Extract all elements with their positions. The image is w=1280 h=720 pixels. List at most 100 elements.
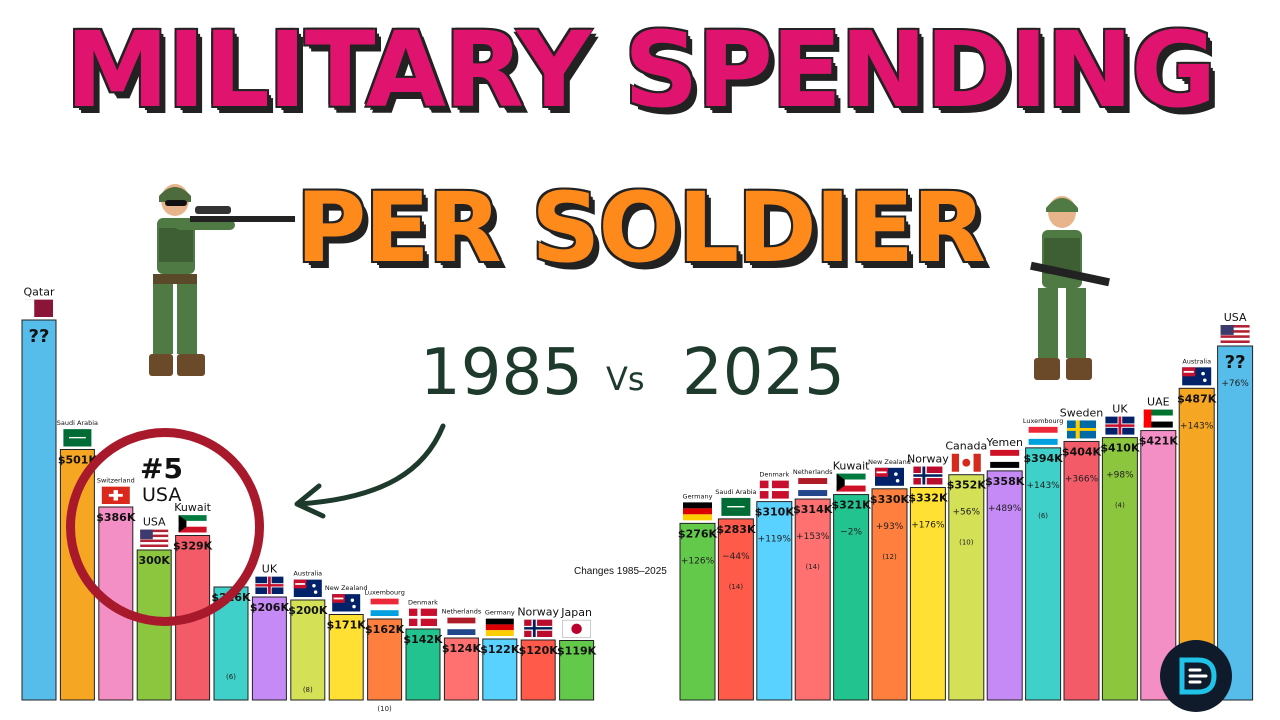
bar-1985-denmark-10	[405, 628, 441, 701]
rank-label: (4)	[1115, 502, 1125, 510]
bar-2025-uae-12	[1140, 430, 1177, 701]
rank-label: (6)	[1038, 512, 1048, 520]
rank-label: (14)	[806, 563, 821, 571]
value-label-1985: $206K	[250, 601, 290, 614]
norway-flag-icon	[913, 466, 943, 485]
bar-2025-new-zealand-5	[871, 488, 908, 701]
value-label-2025: $352K	[947, 479, 987, 492]
category-label-2025: New Zealand	[868, 458, 911, 466]
bar-2025-denmark-2	[756, 501, 793, 701]
value-label-2025: $310K	[755, 506, 795, 519]
bar-1985-uk-6	[251, 596, 287, 701]
new-zealand-flag-icon	[875, 467, 904, 486]
australia-flag-icon	[293, 579, 322, 597]
bar-2025-luxembourg-9	[1025, 447, 1062, 701]
rank-label: (12)	[882, 553, 897, 561]
category-label-2025: UAE	[1147, 396, 1170, 409]
new-zealand-flag-icon	[332, 594, 361, 612]
change-label: +56%	[953, 508, 981, 518]
norway-flag-icon	[524, 619, 553, 637]
uk-flag-icon	[1105, 416, 1135, 435]
saudi-arabia-flag-icon	[721, 497, 751, 516]
year-to: 2025	[682, 336, 845, 410]
netherlands-flag-icon	[447, 617, 476, 635]
value-label-1985: ??	[29, 326, 50, 347]
year-from: 1985	[420, 336, 583, 410]
value-label-1985: $119K	[557, 645, 597, 658]
bar-2025-norway-6	[909, 487, 946, 701]
category-label-1985: Netherlands	[442, 608, 482, 616]
value-label-1985: $142K	[403, 633, 443, 646]
change-label: +98%	[1106, 471, 1134, 481]
change-label: +143%	[1026, 481, 1060, 491]
category-label-1985: UK	[262, 563, 278, 576]
bar-2025-kuwait-4	[833, 494, 870, 701]
rank-label: (10)	[959, 539, 974, 547]
bar-2025-saudi-arabia-1	[717, 518, 754, 701]
change-label: +143%	[1180, 421, 1214, 431]
luxembourg-flag-icon	[370, 598, 399, 616]
bar-2025-uk-11	[1101, 437, 1138, 701]
title-line-2: PER SOLDIER	[295, 172, 986, 284]
bar-2025-usa-14	[1217, 345, 1254, 701]
changes-label: Changes 1985–2025	[574, 566, 667, 577]
qatar-flag-icon	[25, 299, 53, 317]
change-label: +126%	[681, 556, 715, 566]
value-label-2025: $487K	[1177, 392, 1217, 405]
change-label: +366%	[1065, 474, 1099, 484]
rank-label: (6)	[226, 673, 236, 681]
category-label-2025: Kuwait	[833, 460, 870, 473]
years-comparison: 1985 Vs 2025	[420, 336, 860, 416]
category-label-2025: Yemen	[985, 436, 1023, 449]
canada-flag-icon	[951, 453, 981, 472]
value-label-2025: $314K	[793, 503, 833, 516]
category-label-2025: Canada	[945, 440, 987, 453]
category-label-1985: Australia	[293, 570, 322, 578]
value-label-2025: $283K	[716, 523, 756, 536]
value-label-2025: $276K	[678, 527, 718, 540]
bar-2025-canada-7	[948, 474, 985, 701]
category-label-1985: Japan	[560, 606, 592, 619]
highlight-rank: #5	[140, 452, 183, 485]
bar-2025-sweden-10	[1063, 440, 1100, 701]
category-label-2025: UK	[1112, 403, 1128, 416]
netherlands-flag-icon	[798, 478, 828, 497]
category-label-2025: Netherlands	[793, 468, 833, 476]
logo-icon	[1179, 657, 1217, 695]
change-label: +489%	[988, 504, 1022, 514]
value-label-1985: $124K	[442, 642, 482, 655]
change-label: +153%	[796, 532, 830, 542]
bar-1985-germany-12	[482, 638, 518, 701]
australia-flag-icon	[1182, 367, 1212, 386]
saudi-arabia-flag-icon	[63, 429, 92, 447]
brand-logo	[1160, 640, 1232, 712]
value-label-2025: $332K	[908, 492, 948, 505]
rank-label: (14)	[729, 583, 744, 591]
bar-1985-japan-14	[559, 640, 595, 701]
denmark-flag-icon	[759, 480, 789, 499]
rank-label: (8)	[303, 686, 313, 694]
bar-1985-netherlands-11	[443, 637, 479, 701]
change-label: +76%	[1221, 379, 1249, 389]
arrow-icon	[294, 423, 446, 519]
bar-1985-qatar-0	[21, 319, 57, 701]
category-label-2025: Denmark	[759, 471, 789, 479]
vs-label: Vs	[606, 360, 645, 398]
bar-2025-germany-0	[679, 522, 716, 701]
category-label-1985: Luxembourg	[364, 589, 405, 597]
highlight-country: USA	[142, 484, 182, 506]
category-label-2025: USA	[1224, 311, 1247, 324]
value-label-1985: $120K	[519, 644, 559, 657]
value-label-2025: $404K	[1062, 445, 1102, 458]
value-label-2025: $330K	[870, 493, 910, 506]
germany-flag-icon	[485, 618, 514, 636]
uk-flag-icon	[255, 576, 284, 594]
bar-1985-new-zealand-8	[328, 614, 364, 701]
value-label-1985: $162K	[365, 623, 405, 636]
bar-2025-netherlands-3	[794, 498, 831, 701]
sniper-soldier-icon	[149, 184, 295, 376]
value-label-2025: $321K	[832, 499, 872, 512]
bar-1985-luxembourg-9	[367, 618, 403, 701]
value-label-2025: $421K	[1139, 435, 1179, 448]
sweden-flag-icon	[1067, 420, 1096, 439]
